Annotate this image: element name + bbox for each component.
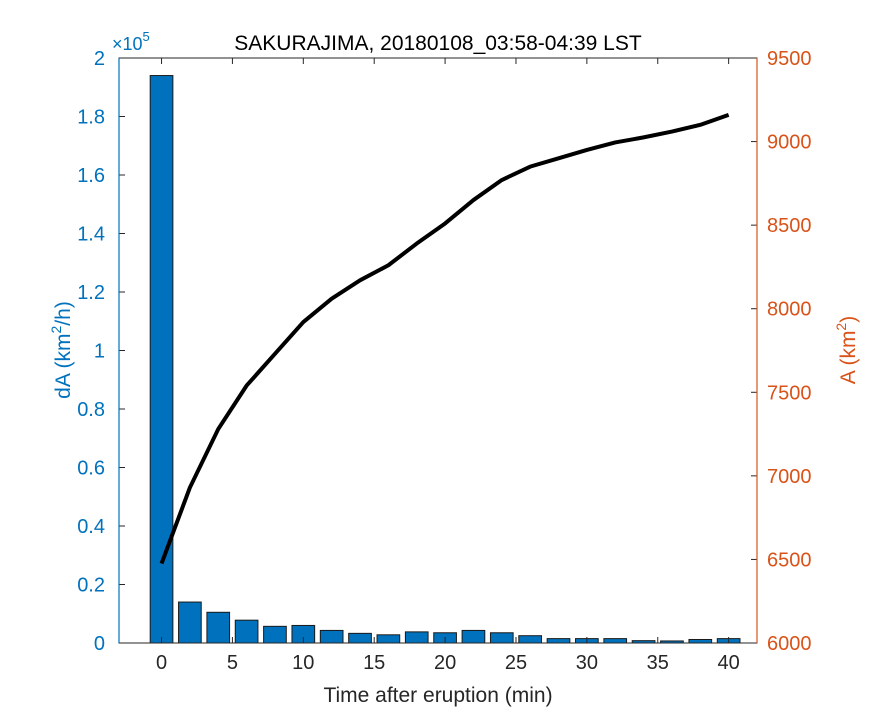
right-tick-label: 6500 [767,549,812,571]
x-tick-label: 25 [505,652,527,674]
right-tick-label: 6000 [767,633,812,655]
left-tick-label: 1.8 [77,107,105,129]
line-series [159,112,730,565]
x-tick-label: 20 [434,652,456,674]
right-tick-label: 7500 [767,382,812,404]
left-tick-label: 0.2 [77,575,105,597]
left-tick-label: 1 [94,341,105,363]
x-tick-label: 10 [292,652,314,674]
bar [376,634,401,644]
left-axis-label: dA (km2/h) [48,301,75,399]
bar [461,629,486,644]
bar [348,632,372,644]
right-tick-label: 8500 [767,215,812,237]
bar [404,631,429,644]
left-tick-label: 0.8 [77,399,105,421]
left-axis-multiplier: ×105 [112,29,150,54]
right-tick-label: 7000 [767,466,812,488]
bar [546,638,571,644]
bar [518,635,542,644]
left-tick-label: 2 [94,48,105,70]
x-tick-label: 0 [156,652,167,674]
right-tick-label: 8000 [767,299,812,321]
chart-title: SAKURAJIMA, 20180108_03:58-04:39 LST [234,32,642,55]
left-tick-label: 0 [94,633,105,655]
x-tick-label: 15 [363,652,385,674]
x-tick-label: 35 [647,652,669,674]
left-tick-label: 0.4 [77,516,105,538]
left-tick-label: 1.4 [77,224,105,246]
x-tick-label: 5 [227,652,238,674]
x-axis: 0 5 10 15 20 25 30 35 40 [156,58,740,674]
bar [319,629,344,644]
plot-area [118,57,758,644]
area-line [159,112,730,565]
bar [149,75,174,644]
right-tick-label: 9500 [767,48,812,70]
right-axis-label: A (km2) [833,316,860,384]
bar-series [149,75,741,644]
left-y-axis: 0 0.2 0.4 0.6 0.8 1 1.2 1.4 1.6 1.8 2 [77,48,125,655]
bar [206,611,231,644]
x-axis-label: Time after eruption (min) [323,684,552,707]
bar [178,601,202,644]
x-tick-label: 40 [718,652,740,674]
bar [263,625,287,644]
bar [688,638,713,644]
right-y-axis: 6000 6500 7000 7500 8000 8500 9000 9500 [751,48,812,655]
bar [234,619,259,644]
bar [489,632,514,644]
left-tick-label: 1.6 [77,165,105,187]
right-tick-label: 9000 [767,132,812,154]
left-tick-label: 1.2 [77,282,105,304]
bar [603,638,628,644]
x-tick-label: 30 [576,652,598,674]
left-tick-label: 0.6 [77,458,105,480]
